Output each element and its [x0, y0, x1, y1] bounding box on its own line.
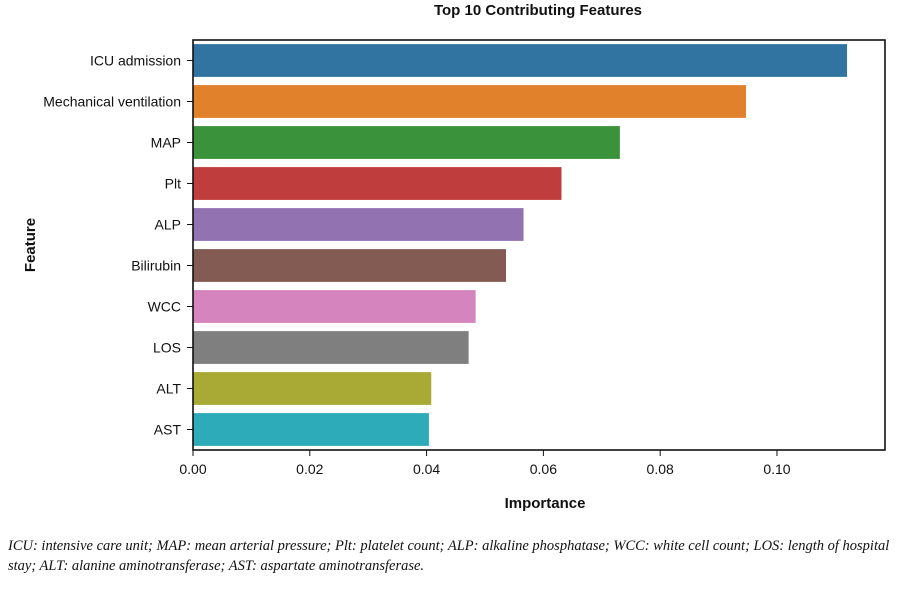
x-tick-label: 0.06: [530, 461, 557, 477]
y-tick-label: ICU admission: [90, 53, 181, 69]
plot-area: [193, 44, 848, 446]
y-tick-label: LOS: [153, 340, 181, 356]
y-tick-label: AST: [154, 422, 182, 438]
bar-plt: [193, 167, 562, 200]
y-axis-label: Feature: [22, 218, 39, 272]
bar-icu-admission: [193, 44, 848, 77]
y-tick-label: ALP: [155, 217, 181, 233]
feature-importance-chart: Top 10 Contributing Features ICU admissi…: [22, 2, 886, 512]
bar-wcc: [193, 290, 476, 323]
x-axis-ticks: 0.00 0.02 0.04 0.06 0.08 0.10: [179, 450, 791, 477]
chart-title: Top 10 Contributing Features: [434, 2, 642, 19]
y-tick-label: Plt: [165, 176, 181, 192]
plot-frame: [192, 39, 886, 451]
y-tick-label: Bilirubin: [131, 258, 181, 274]
y-tick-label: WCC: [148, 299, 181, 315]
x-axis-label: Importance: [505, 495, 586, 512]
bar-ast: [193, 413, 429, 446]
x-tick-label: 0.04: [413, 461, 440, 477]
x-tick-label: 0.02: [296, 461, 323, 477]
bar-alt: [193, 372, 432, 405]
bar-bilirubin: [193, 249, 507, 282]
bar-los: [193, 331, 469, 364]
x-tick-label: 0.00: [179, 461, 206, 477]
x-tick-label: 0.08: [647, 461, 674, 477]
bar-alp: [193, 208, 524, 241]
x-tick-label: 0.10: [763, 461, 790, 477]
y-axis-ticks: ICU admission Mechanical ventilation MAP Pl…: [43, 53, 193, 438]
bar-mechanical-ventilation: [193, 85, 747, 118]
y-tick-label: MAP: [151, 135, 181, 151]
bar-map: [193, 126, 620, 159]
y-tick-label: Mechanical ventilation: [43, 94, 181, 110]
y-tick-label: ALT: [156, 381, 181, 397]
figure-caption: ICU: intensive care unit; MAP: mean arte…: [8, 538, 890, 574]
